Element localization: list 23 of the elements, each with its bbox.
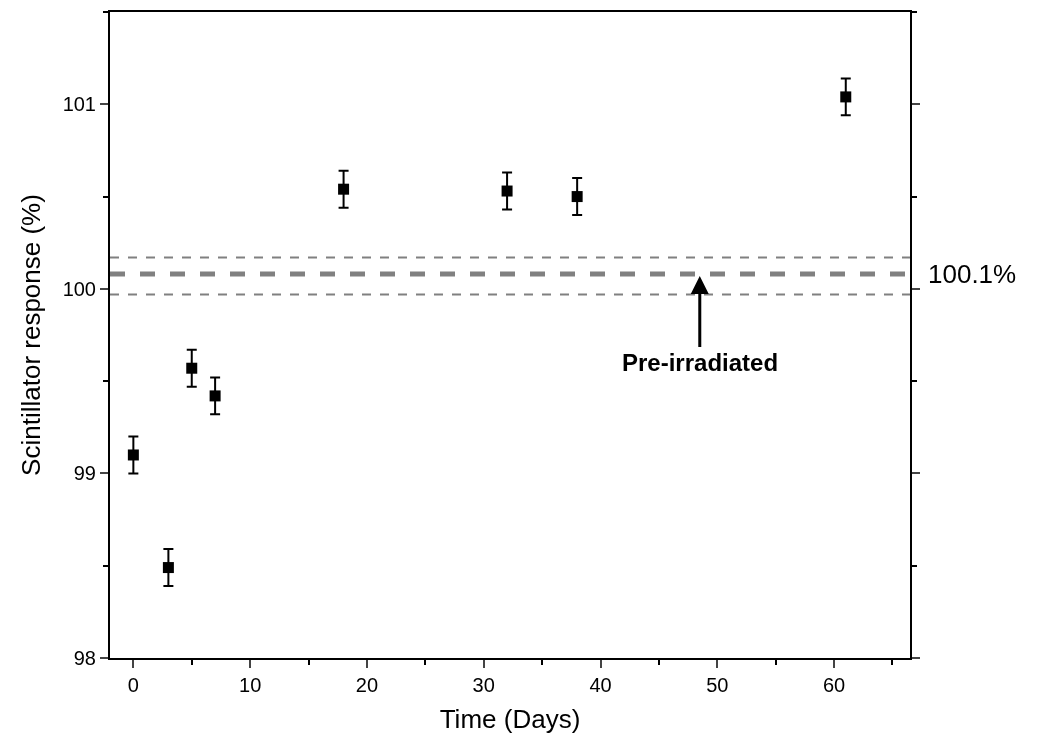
x-tick-label: 0: [127, 674, 139, 696]
x-tick-label: 60: [822, 674, 846, 696]
y-tick-label: 100: [62, 277, 96, 300]
x-tick-label: 50: [706, 674, 729, 696]
point: [162, 562, 174, 574]
point: [840, 91, 852, 103]
x-axis-title: Time (Days): [439, 704, 581, 735]
x-tick-label: 10: [239, 674, 262, 696]
point: [127, 449, 139, 461]
annotation: Pre-irradiated: [622, 349, 779, 376]
point: [186, 362, 198, 374]
point: [571, 191, 583, 203]
ref-line-label: 100.1%: [928, 259, 1017, 289]
y-axis-title: Scintillator response (%): [15, 194, 46, 476]
point: [209, 390, 221, 402]
x-tick-label: 20: [355, 674, 379, 696]
y-tick-label: 98: [73, 647, 96, 669]
point: [338, 183, 350, 195]
x-tick-label: 40: [589, 674, 612, 696]
point: [501, 185, 513, 197]
x-tick-label: 30: [472, 674, 495, 696]
y-tick-label: 101: [62, 93, 96, 116]
y-tick-label: 99: [73, 462, 96, 485]
